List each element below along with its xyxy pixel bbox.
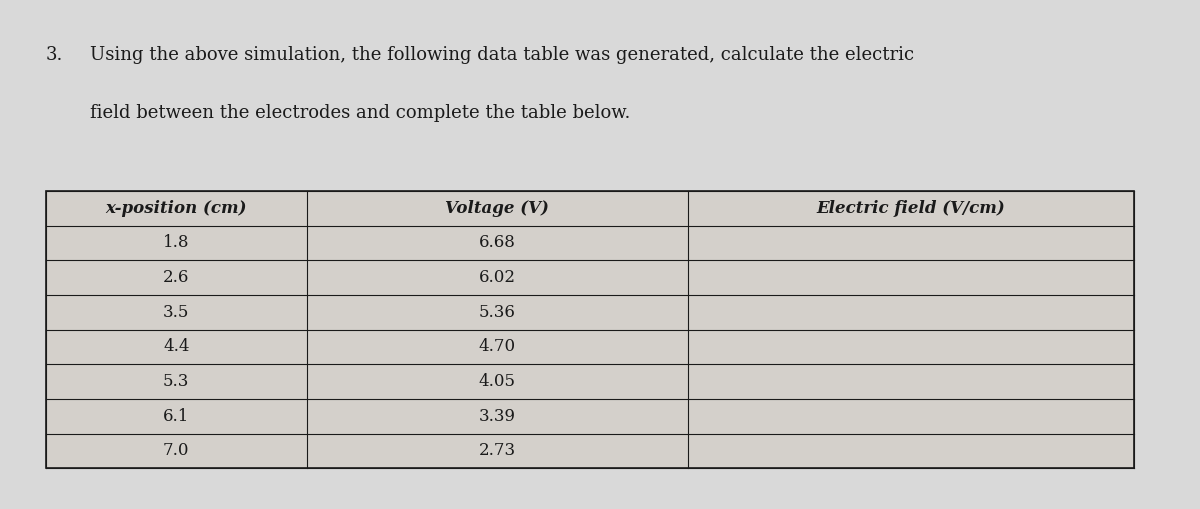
Text: field between the electrodes and complete the table below.: field between the electrodes and complet… <box>90 104 630 122</box>
Text: 7.0: 7.0 <box>163 442 190 460</box>
Text: 5.36: 5.36 <box>479 304 516 321</box>
Text: 3.39: 3.39 <box>479 408 516 425</box>
Text: 3.5: 3.5 <box>163 304 190 321</box>
Text: 4.05: 4.05 <box>479 373 516 390</box>
Text: 6.1: 6.1 <box>163 408 190 425</box>
Text: 2.73: 2.73 <box>479 442 516 460</box>
Text: 5.3: 5.3 <box>163 373 190 390</box>
Text: 6.68: 6.68 <box>479 234 516 251</box>
Text: 6.02: 6.02 <box>479 269 516 286</box>
Text: Using the above simulation, the following data table was generated, calculate th: Using the above simulation, the followin… <box>90 46 914 64</box>
Text: Electric field (V/cm): Electric field (V/cm) <box>816 200 1006 217</box>
Text: x-position (cm): x-position (cm) <box>106 200 247 217</box>
Text: 4.70: 4.70 <box>479 338 516 355</box>
Text: Voltage (V): Voltage (V) <box>445 200 550 217</box>
Text: 1.8: 1.8 <box>163 234 190 251</box>
Text: 3.: 3. <box>46 46 62 64</box>
Text: 4.4: 4.4 <box>163 338 190 355</box>
Text: 2.6: 2.6 <box>163 269 190 286</box>
